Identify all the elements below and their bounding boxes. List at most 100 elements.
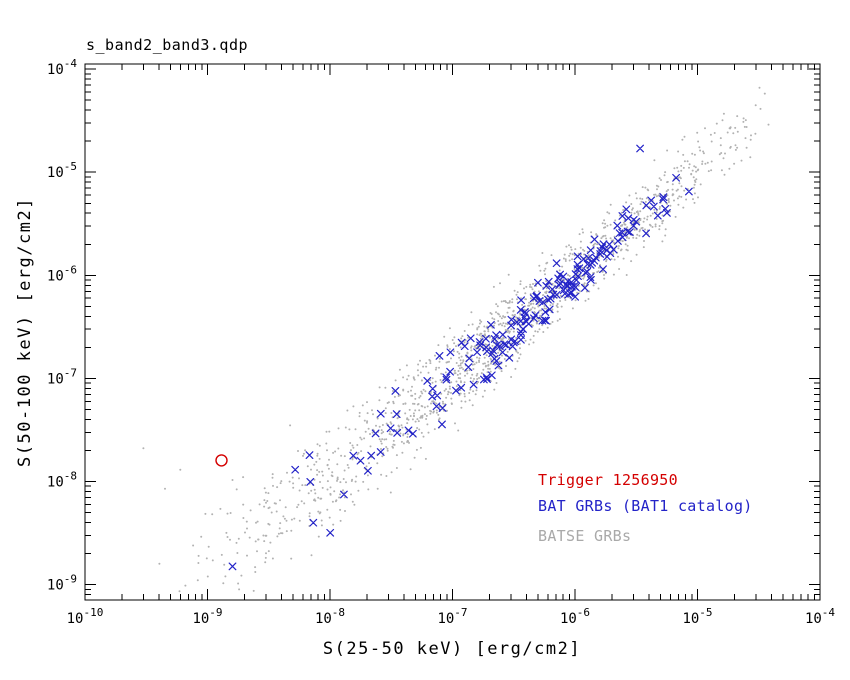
batse-point: [479, 319, 481, 322]
batse-point: [529, 297, 532, 300]
batse-point: [767, 123, 770, 126]
batse-point: [488, 367, 491, 370]
batse-point: [571, 307, 574, 310]
batse-point: [363, 437, 366, 440]
batse-point: [543, 307, 546, 310]
batse-point: [407, 374, 410, 377]
batse-point: [303, 502, 306, 505]
batse-point: [246, 527, 248, 530]
batse-point: [606, 224, 609, 227]
batse-point: [556, 303, 559, 305]
batse-point: [267, 492, 270, 495]
batse-point: [664, 228, 667, 231]
tick-label: 10-7: [47, 366, 77, 387]
batse-point: [329, 492, 332, 495]
batse-point: [407, 390, 410, 393]
batse-point: [179, 468, 182, 471]
batse-point: [263, 487, 266, 490]
batse-point: [688, 166, 690, 169]
batse-point: [460, 337, 463, 340]
batse-point: [531, 288, 534, 291]
batse-point: [453, 369, 456, 372]
batse-point: [645, 197, 648, 200]
batse-point: [465, 369, 468, 372]
batse-point: [392, 439, 395, 442]
batse-point: [419, 371, 422, 374]
batse-point: [358, 411, 361, 414]
batse-point: [236, 552, 239, 554]
batse-point: [164, 487, 166, 490]
batse-point: [477, 381, 480, 383]
batse-point: [407, 418, 410, 421]
batse-point: [412, 412, 415, 415]
batse-point: [437, 418, 440, 421]
batse-point: [405, 364, 408, 367]
batse-point: [394, 379, 397, 382]
batse-point: [624, 223, 627, 226]
batse-point: [297, 450, 299, 452]
batse-point: [507, 273, 510, 276]
batse-point: [626, 226, 629, 229]
batse-point: [693, 153, 696, 156]
batse-point: [655, 195, 658, 198]
batse-point: [472, 368, 475, 370]
batse-point: [561, 265, 564, 268]
batse-point: [350, 493, 352, 496]
batse-point: [500, 370, 503, 373]
batse-point: [380, 429, 383, 432]
batse-point: [423, 406, 426, 409]
batse-point: [446, 344, 449, 347]
batse-point: [256, 550, 258, 553]
batse-point: [763, 92, 766, 95]
batse-point: [237, 582, 240, 585]
batse-point: [380, 432, 383, 435]
batse-point: [597, 287, 600, 290]
batse-point: [282, 515, 285, 518]
batse-point: [744, 137, 747, 140]
batse-point: [697, 140, 700, 143]
batse-point: [594, 242, 597, 245]
batse-point: [489, 357, 492, 360]
batse-point: [483, 330, 486, 333]
batse-point: [743, 125, 746, 128]
batse-point: [501, 339, 504, 342]
batse-point: [410, 389, 412, 392]
batse-point: [485, 354, 488, 357]
batse-point: [493, 324, 495, 327]
batse-point: [267, 550, 270, 553]
batse-point: [254, 566, 257, 569]
batse-point: [385, 422, 388, 425]
batse-point: [682, 166, 685, 169]
batse-point: [329, 486, 332, 489]
batse-point: [211, 513, 214, 516]
batse-point: [459, 380, 462, 383]
batse-point: [583, 249, 586, 252]
batse-point: [437, 344, 440, 347]
batse-point: [178, 590, 181, 593]
batse-point: [326, 508, 329, 511]
batse-point: [343, 455, 346, 458]
batse-point: [468, 392, 471, 394]
batse-point: [317, 535, 320, 538]
batse-point: [279, 522, 282, 525]
batse-point: [326, 464, 329, 467]
batse-point: [671, 183, 674, 186]
batse-point: [474, 393, 477, 396]
batse-point: [384, 407, 387, 410]
batse-point: [568, 244, 570, 247]
batse-point: [683, 135, 686, 138]
batse-point: [610, 258, 613, 261]
batse-point: [332, 451, 335, 454]
batse-point: [722, 157, 725, 160]
batse-point: [601, 222, 604, 225]
batse-point: [556, 319, 559, 322]
batse-point: [479, 337, 482, 340]
batse-point: [556, 306, 559, 309]
batse-point: [459, 364, 462, 367]
batse-point: [582, 231, 584, 234]
batse-point: [432, 411, 435, 414]
batse-point: [718, 153, 721, 156]
batse-point: [353, 503, 356, 506]
batse-point: [630, 260, 633, 263]
batse-point: [682, 206, 685, 209]
